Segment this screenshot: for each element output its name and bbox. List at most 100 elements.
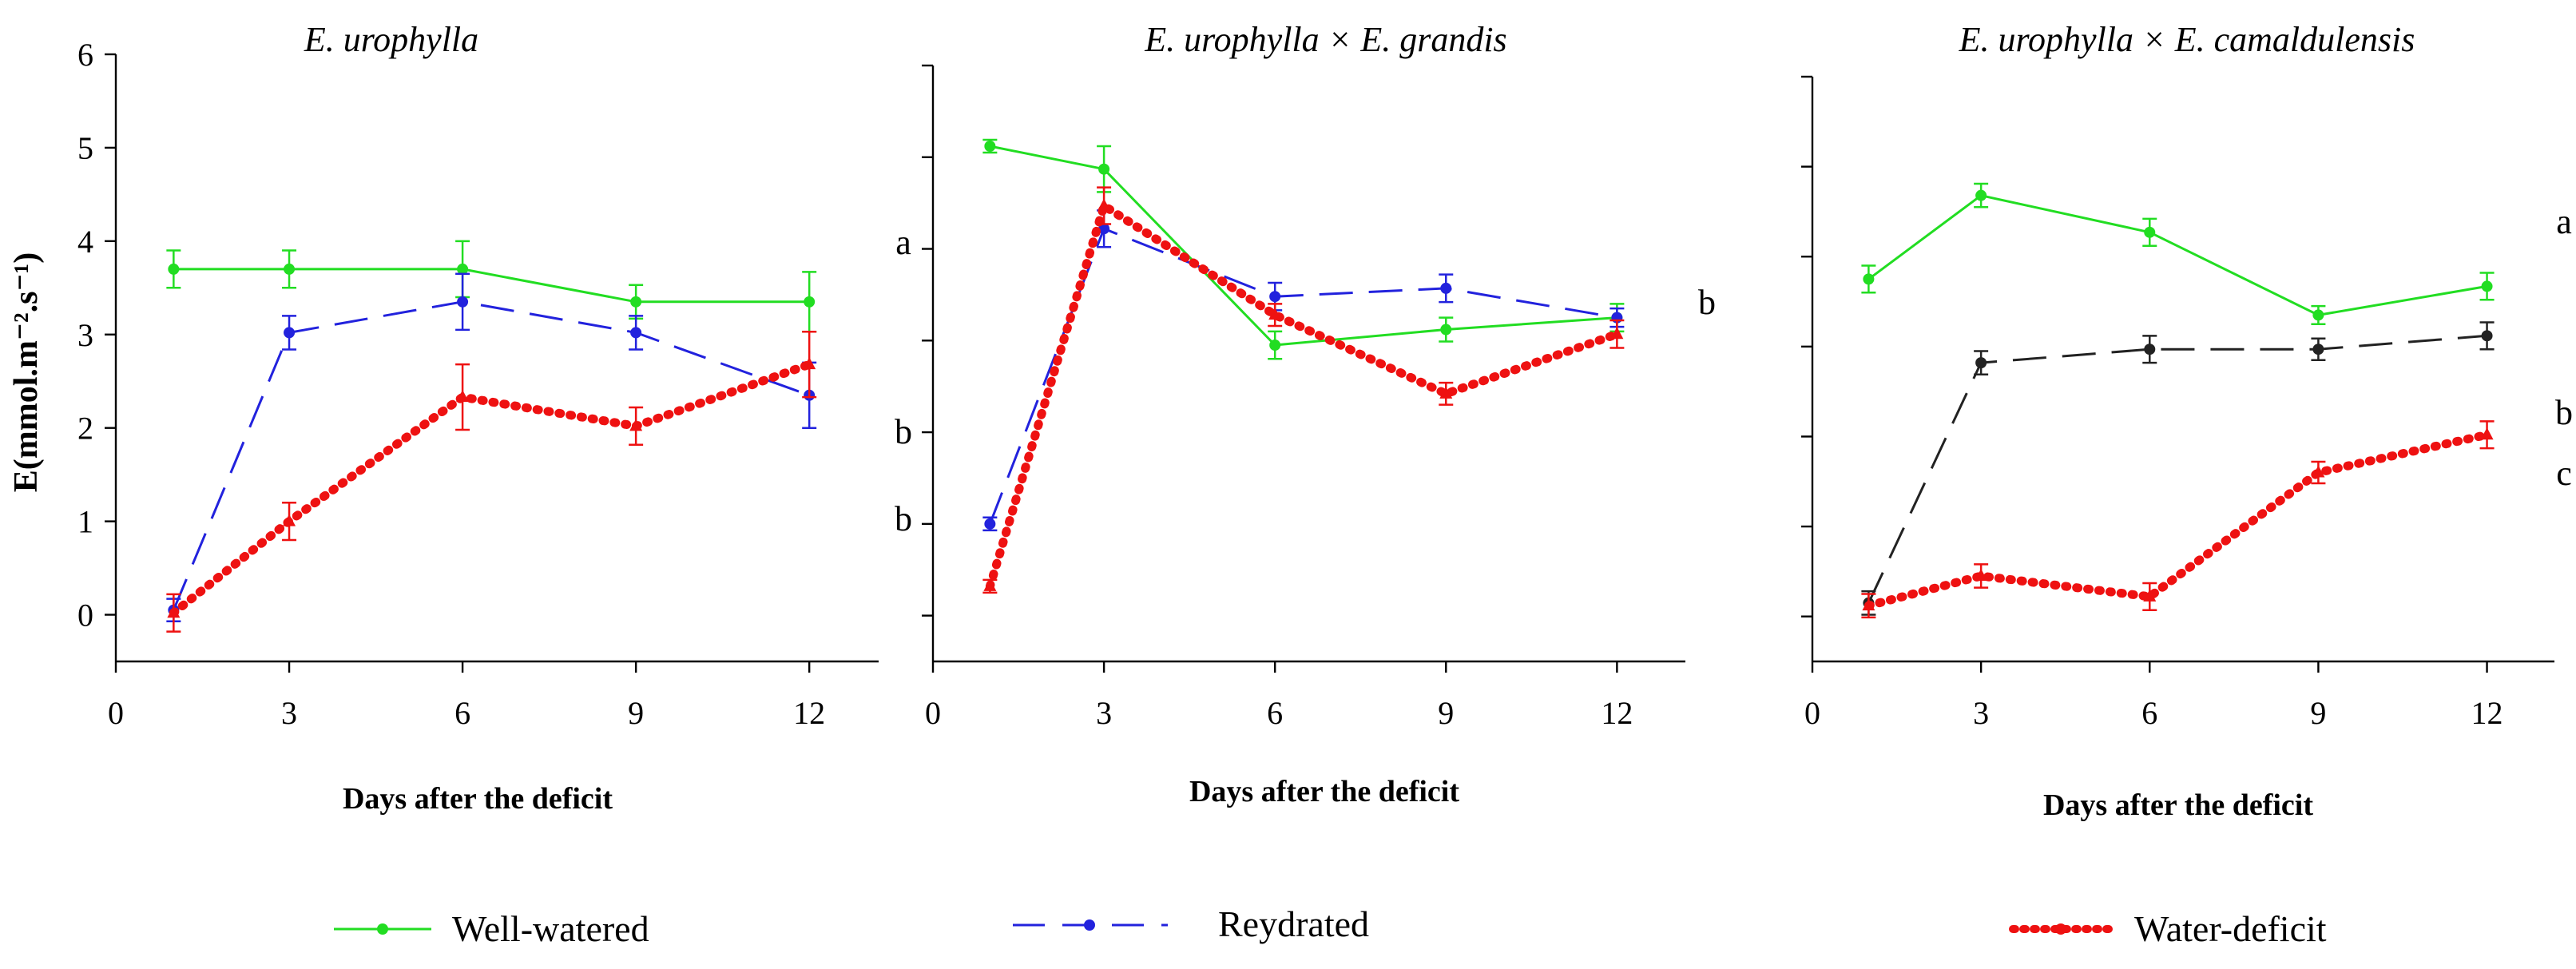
series-well-watered — [1861, 182, 2495, 325]
y-tick-label: 1 — [77, 504, 93, 540]
x-tick-label: 6 — [454, 695, 470, 731]
data-point — [630, 327, 642, 339]
data-point — [803, 357, 816, 370]
legend-reydrated-marker — [1084, 919, 1095, 931]
x-axis-label: Days after the deficit — [1189, 775, 1459, 808]
series-water-deficit — [166, 331, 817, 633]
x-axis-label: Days after the deficit — [2043, 788, 2313, 822]
significance-letter: a — [895, 223, 911, 262]
data-point — [804, 296, 816, 308]
data-point — [1610, 327, 1624, 340]
significance-letter: a — [2556, 202, 2572, 241]
series-line-reydrated — [172, 300, 810, 611]
data-point — [1269, 340, 1281, 351]
data-point — [1975, 189, 1987, 201]
significance-letter: b — [895, 499, 912, 538]
panel-e-urophylla-x-e-grandis: 0 3 6 9 12 E. urophylla × E. grandis Days afte… — [922, 20, 1716, 808]
significance-letter: b — [2555, 393, 2573, 432]
x-tick-label: 6 — [2141, 695, 2157, 731]
data-point — [1098, 223, 1110, 235]
data-point — [2481, 280, 2493, 292]
y-tick-label: 3 — [77, 317, 93, 353]
data-point — [284, 263, 296, 275]
data-point — [2312, 344, 2324, 355]
series-water-deficit — [1861, 420, 2495, 619]
series-line-reydrated — [1868, 334, 2487, 604]
x-tick-label: 12 — [2471, 695, 2503, 731]
legend-reydrated-label: Reydrated — [1218, 903, 1369, 944]
series-line-water-deficit — [169, 359, 814, 618]
data-point — [457, 263, 469, 275]
series-reydrated — [1861, 321, 2495, 616]
x-tick-label: 9 — [1438, 695, 1454, 731]
legend-water-deficit-marker — [2055, 923, 2066, 935]
y-tick-label: 5 — [77, 130, 93, 166]
significance-letter: b — [895, 412, 912, 451]
chart-title: E. urophylla × E. camaldulensis — [1959, 20, 2415, 59]
data-point — [984, 518, 996, 530]
data-point — [2481, 330, 2493, 342]
series-reydrated — [982, 209, 1625, 532]
series-line-water-deficit — [985, 201, 1621, 591]
x-tick-label: 3 — [1096, 695, 1112, 731]
x-tick-label: 9 — [2310, 695, 2326, 731]
data-point — [1440, 282, 1452, 294]
x-tick-label: 3 — [281, 695, 297, 731]
data-point — [167, 606, 181, 618]
data-point — [1097, 198, 1111, 211]
data-point — [1098, 163, 1110, 175]
x-axis-label: Days after the deficit — [343, 782, 613, 816]
series-line-well-watered — [173, 268, 810, 304]
y-tick-label: 4 — [77, 224, 93, 260]
chart-title: E. urophylla × E. grandis — [1144, 20, 1506, 59]
series-water-deficit — [982, 186, 1625, 594]
data-point — [1862, 598, 1875, 611]
y-tick-label: 6 — [77, 37, 93, 73]
series-line-water-deficit — [1864, 430, 2491, 610]
x-tick-label: 0 — [925, 695, 941, 731]
x-tick-label: 0 — [1804, 695, 1820, 731]
x-tick-label: 3 — [1973, 695, 1989, 731]
chart-title: E. urophylla — [304, 20, 478, 59]
data-point — [283, 514, 296, 526]
data-point — [2144, 344, 2156, 355]
x-tick-label: 6 — [1267, 695, 1283, 731]
y-tick-label: 2 — [77, 411, 93, 447]
data-point — [168, 263, 180, 275]
panel-e-urophylla-x-e-camaldulensis: 0 3 6 9 12 E. urophylla × E. camaldulensis Day… — [1801, 20, 2573, 822]
series-reydrated — [166, 272, 817, 622]
legend-well-watered-label: Well-watered — [452, 908, 649, 949]
series-line-well-watered — [990, 145, 1617, 347]
data-point — [984, 140, 996, 152]
data-point — [2312, 465, 2325, 478]
data-point — [1863, 273, 1875, 285]
legend: Well-watered Reydrated Water-deficit — [334, 903, 2327, 949]
data-point — [1440, 324, 1452, 336]
x-tick-label: 12 — [1601, 695, 1633, 731]
data-point — [983, 578, 997, 591]
series-well-watered — [166, 240, 817, 333]
data-point — [1975, 569, 1988, 582]
series-line-well-watered — [1868, 194, 2487, 316]
data-point — [457, 296, 469, 308]
data-point — [629, 419, 643, 431]
y-axis-label: E(mmol.m⁻².s⁻¹) — [8, 252, 45, 492]
x-tick-label: 12 — [793, 695, 825, 731]
data-point — [2144, 226, 2156, 238]
data-point — [1269, 291, 1281, 303]
data-point — [284, 327, 296, 339]
data-point — [1975, 357, 1987, 369]
data-point — [1439, 386, 1453, 399]
data-point — [1268, 308, 1282, 320]
y-tick-label: 0 — [77, 598, 93, 633]
legend-water-deficit-label: Water-deficit — [2134, 908, 2327, 949]
data-point — [630, 296, 642, 308]
data-point — [2480, 427, 2494, 440]
x-tick-label: 0 — [108, 695, 124, 731]
data-point — [2143, 589, 2157, 602]
legend-well-watered-marker — [377, 923, 388, 935]
data-point — [2312, 309, 2324, 321]
x-tick-label: 9 — [628, 695, 644, 731]
